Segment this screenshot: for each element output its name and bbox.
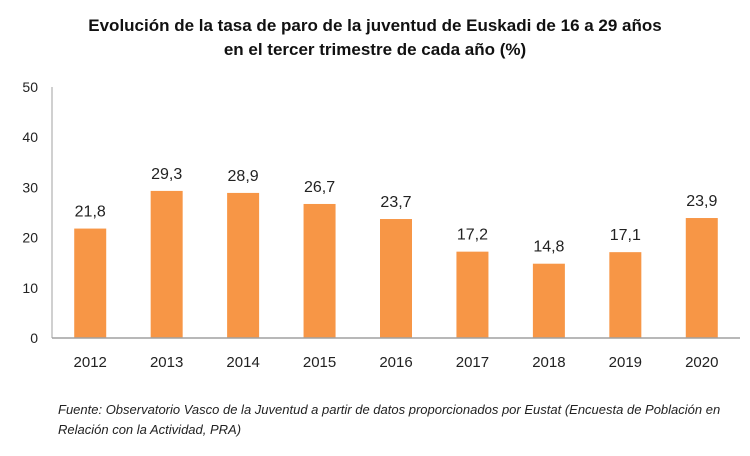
bar-2019 bbox=[609, 252, 642, 338]
bar-2018 bbox=[532, 263, 565, 338]
data-label: 17,2 bbox=[457, 227, 488, 244]
x-tick-label: 2015 bbox=[303, 354, 336, 371]
x-tick-label: 2020 bbox=[685, 354, 718, 371]
data-label: 26,7 bbox=[304, 179, 335, 196]
bar-2017 bbox=[456, 251, 489, 338]
x-tick-label: 2014 bbox=[226, 354, 259, 371]
x-tick-label: 2016 bbox=[379, 354, 412, 371]
y-tick-label: 40 bbox=[22, 129, 38, 145]
bar-2020 bbox=[685, 218, 718, 338]
chart-title-line-2: en el tercer trimestre de cada año (%) bbox=[223, 40, 527, 59]
y-tick-label: 0 bbox=[30, 330, 38, 346]
x-tick-label: 2019 bbox=[609, 354, 642, 371]
x-tick-label: 2013 bbox=[150, 354, 183, 371]
y-tick-label: 20 bbox=[22, 230, 38, 246]
x-tick-label: 2012 bbox=[74, 354, 107, 371]
y-tick-label: 10 bbox=[22, 280, 38, 296]
chart-title-line-1: Evolución de la tasa de paro de la juven… bbox=[88, 16, 662, 35]
bar-2015 bbox=[303, 203, 336, 338]
data-label: 14,8 bbox=[533, 239, 564, 256]
chart-title: Evolución de la tasa de paro de la juven… bbox=[0, 14, 750, 62]
bar-2013 bbox=[150, 190, 183, 338]
x-tick-label: 2017 bbox=[456, 354, 489, 371]
data-label: 23,9 bbox=[686, 193, 717, 210]
data-label: 17,1 bbox=[610, 227, 641, 244]
bar-chart: 0 10 20 30 40 50 21,8 2012 29,3 2013 28,9 2014 26,7 2… bbox=[22, 79, 740, 371]
bar-2016 bbox=[380, 219, 412, 338]
data-label: 29,3 bbox=[151, 166, 182, 183]
source-note: Fuente: Observatorio Vasco de la Juventu… bbox=[58, 402, 721, 437]
bar-2014 bbox=[227, 192, 260, 338]
data-label: 28,9 bbox=[228, 168, 259, 185]
y-tick-label: 50 bbox=[22, 79, 38, 95]
data-label: 21,8 bbox=[75, 204, 106, 221]
bar-2012 bbox=[74, 228, 107, 338]
data-label: 23,7 bbox=[380, 194, 411, 211]
x-tick-label: 2018 bbox=[532, 354, 565, 371]
y-tick-label: 30 bbox=[22, 179, 38, 195]
